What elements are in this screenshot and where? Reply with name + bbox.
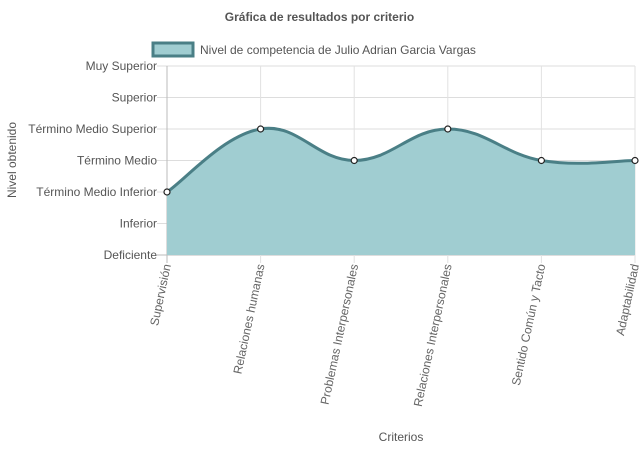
y-tick-label: Deficiente [104,248,158,262]
data-point [537,156,546,165]
x-tick-label: Adaptabilidad [613,263,639,337]
series-points [163,125,639,196]
y-axis-ticks: Deficiente Inferior Término Medio Inferior… [28,59,157,262]
data-point [163,188,171,196]
data-point [444,125,452,133]
y-tick-label: Superior [112,91,157,105]
y-tick-label: Término Medio [77,154,157,168]
legend: Nivel de competencia de Julio Adrian Gar… [151,41,476,58]
y-tick-label: Término Medio Superior [28,122,157,136]
legend-label: Nivel de competencia de Julio Adrian Gar… [200,43,476,57]
x-tick-label: Relaciones Interpersonales [411,263,455,408]
data-point [631,156,639,165]
series-line [166,126,636,194]
series-fill [167,128,635,255]
x-tick-label: Sentido Común y Tacto [509,262,549,386]
x-tick-label: Relaciones humanas [231,263,268,376]
data-point [257,125,265,133]
legend-swatch [151,41,195,58]
chart-title: Gráfica de resultados por criterio [225,10,414,24]
y-tick-label: Inferior [120,217,157,231]
series-area [166,126,636,255]
y-tick-label: Término Medio Inferior [36,185,157,199]
y-axis-title: Nivel obtenido [5,122,19,198]
data-point [350,156,358,165]
x-axis-title: Criterios [379,430,424,444]
y-tick-label: Muy Superior [86,59,157,73]
x-tick-label: Problemas Interpersonales [318,263,362,406]
x-axis-ticks: Supervisión Relaciones humanas Problemas I… [147,262,639,407]
x-tick-label: Supervisión [147,263,174,327]
